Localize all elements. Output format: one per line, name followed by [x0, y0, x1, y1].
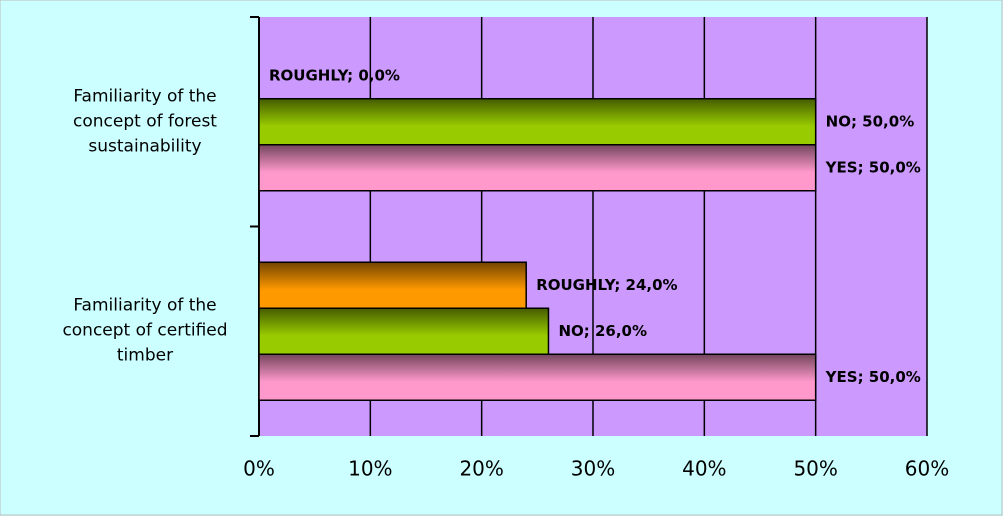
data-label: YES; 50,0%	[825, 368, 921, 386]
x-tick-label: 20%	[459, 457, 503, 481]
x-tick-label: 50%	[793, 457, 837, 481]
data-label: NO; 50,0%	[826, 112, 915, 130]
x-tick-label: 40%	[682, 457, 726, 481]
y-tick-label: Familiarity of the concept of certified …	[62, 295, 228, 366]
x-tick-label: 60%	[905, 457, 949, 481]
data-label: ROUGHLY; 0,0%	[269, 66, 400, 84]
bar-shade	[259, 308, 549, 355]
x-tick-label: 10%	[348, 457, 392, 481]
y-tick-label: Familiarity of the concept of forest sus…	[73, 86, 217, 157]
bar-shade	[259, 354, 816, 401]
bar-shade	[259, 98, 816, 145]
bar-shade	[259, 262, 527, 309]
bar-shade	[259, 144, 816, 191]
data-label: NO; 26,0%	[558, 322, 647, 340]
x-tick-label: 0%	[243, 457, 275, 481]
data-label: ROUGHLY; 24,0%	[536, 276, 677, 294]
data-label: YES; 50,0%	[825, 158, 921, 176]
x-tick-label: 30%	[571, 457, 615, 481]
